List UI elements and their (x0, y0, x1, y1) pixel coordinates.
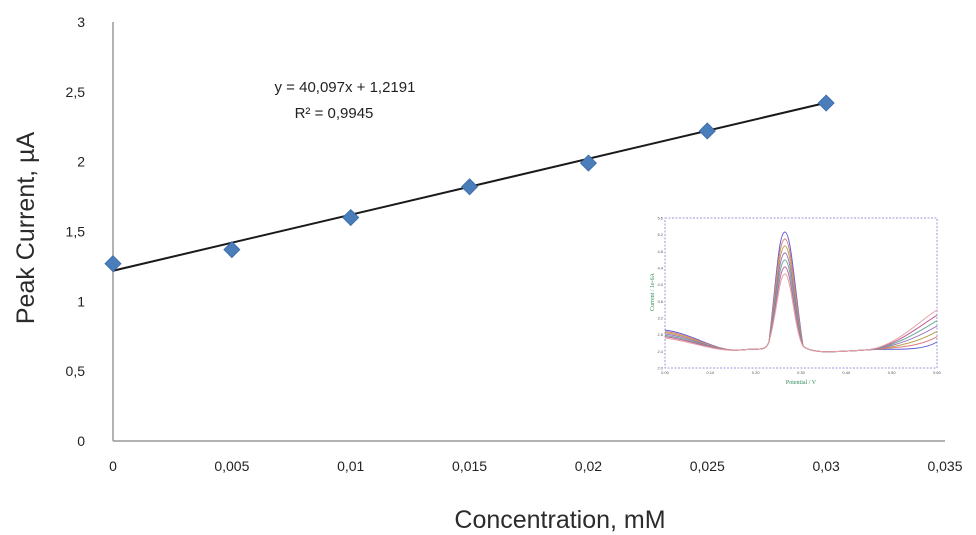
inset-y-tick-label: 4.4 (657, 266, 663, 271)
inset-x-axis-title: Potential / V (786, 380, 817, 386)
trendline-r-squared: R² = 0,9945 (295, 105, 374, 122)
x-tick-label: 0,025 (690, 458, 725, 474)
inset-y-tick-label: 5.2 (657, 232, 663, 237)
data-point (342, 208, 360, 227)
inset-y-tick-label: 2.8 (657, 332, 663, 337)
inset-x-tick-label: 0.20 (752, 370, 761, 375)
inset-y-tick-label: 3.2 (657, 316, 663, 321)
inset-y-tick-label: 2.0 (657, 366, 663, 371)
inset-x-tick-label: 0.00 (661, 370, 670, 375)
inset-x-tick-label: 0.30 (797, 370, 806, 375)
data-point (104, 255, 122, 273)
x-tick-label: 0,005 (214, 458, 249, 474)
data-point (461, 178, 479, 196)
x-tick-labels: 0 0,005 0,01 0,015 0,02 0,025 0,03 0,035 (109, 458, 963, 474)
x-tick-label: 0,01 (337, 458, 364, 474)
inset-y-tick-label: 3.6 (657, 299, 663, 304)
inset-y-tick-label: 4.8 (657, 249, 663, 254)
y-tick-label: 2 (77, 154, 85, 170)
x-axis-title: Concentration, mM (454, 506, 665, 534)
y-tick-labels: 0 0,5 1 1,5 2 2,5 3 (66, 14, 86, 449)
inset-voltammogram: 0.00 0.10 0.20 0.30 0.40 0.50 0.60 2.0 2.4 2.8 3.… (650, 216, 942, 387)
inset-y-tick-label: 5.6 (657, 216, 663, 221)
inset-y-axis-title: Current / 1e-6A (650, 272, 656, 311)
inset-x-tick-label: 0.60 (933, 370, 942, 375)
data-point (223, 241, 241, 259)
data-point (579, 154, 597, 172)
data-point (817, 94, 835, 112)
x-tick-label: 0,02 (575, 458, 602, 474)
x-tick-label: 0,035 (927, 458, 962, 474)
inset-x-tick-label: 0.10 (706, 370, 715, 375)
y-axis-title: Peak Current, µA (12, 132, 40, 325)
data-points (104, 94, 835, 273)
inset-y-tick-label: 2.4 (657, 349, 663, 354)
x-tick-label: 0,03 (813, 458, 840, 474)
inset-curve (664, 273, 938, 353)
y-tick-label: 0,5 (66, 363, 86, 379)
y-tick-label: 1 (77, 293, 85, 309)
y-tick-label: 3 (77, 14, 85, 30)
inset-y-tick-labels: 2.0 2.4 2.8 3.2 3.6 4.0 4.4 4.8 5.2 5.6 (657, 216, 663, 371)
x-tick-label: 0 (109, 458, 117, 474)
y-tick-label: 2,5 (66, 84, 86, 100)
data-point (698, 122, 716, 140)
inset-x-tick-label: 0.40 (842, 370, 851, 375)
y-tick-label: 1,5 (66, 224, 86, 240)
inset-curves (664, 231, 938, 353)
inset-y-tick-label: 4.0 (657, 282, 663, 287)
x-tick-label: 0,015 (452, 458, 487, 474)
y-tick-label: 0 (77, 433, 85, 449)
inset-x-tick-label: 0.50 (888, 370, 897, 375)
inset-x-tick-labels: 0.00 0.10 0.20 0.30 0.40 0.50 0.60 (661, 370, 942, 375)
trendline-equation: y = 40,097x + 1,2191 (275, 79, 416, 96)
axes (112, 22, 945, 442)
